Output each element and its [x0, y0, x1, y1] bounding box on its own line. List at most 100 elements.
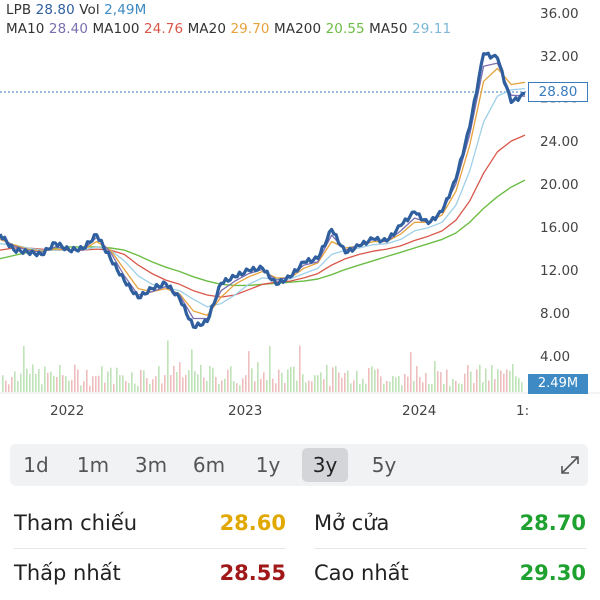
volume-bar — [410, 352, 412, 392]
volume-bar — [104, 382, 106, 392]
volume-bar — [362, 378, 364, 392]
expand-icon[interactable] — [558, 453, 582, 477]
volume-bar — [344, 372, 346, 392]
volume-bar — [29, 373, 31, 392]
y-tick-label: 24.00 — [540, 134, 579, 150]
volume-bar — [347, 370, 349, 392]
volume-bar — [497, 369, 499, 392]
volume-bar — [269, 346, 271, 392]
volume-bar — [488, 380, 490, 392]
volume-bar — [356, 370, 358, 392]
volume-bar — [332, 367, 334, 392]
volume-bar — [503, 373, 505, 392]
volume-bar — [512, 364, 514, 392]
volume-bar — [89, 385, 91, 392]
volume-bar — [176, 372, 178, 392]
volume-bar — [155, 376, 157, 392]
volume-bar — [152, 379, 154, 392]
volume-bar — [32, 364, 34, 392]
volume-bar — [116, 367, 118, 392]
volume-bar — [188, 370, 190, 392]
legend-ma50-value: 29.11 — [412, 21, 452, 37]
volume-bar — [494, 379, 496, 392]
volume-bar — [311, 381, 313, 392]
volume-bar — [203, 377, 205, 392]
volume-bar — [452, 378, 454, 392]
legend-row-1: LPB 28.80 Vol 2,49M — [6, 2, 146, 18]
high-value: 29.30 — [519, 561, 586, 585]
volume-bar — [230, 366, 232, 392]
legend-price: 28.80 — [35, 2, 75, 18]
volume-bar — [404, 373, 406, 392]
volume-bar — [113, 384, 115, 392]
volume-bar — [44, 366, 46, 392]
volume-bar — [446, 369, 448, 392]
volume-bar — [461, 383, 463, 392]
volume-bar — [128, 382, 130, 392]
volume-bar — [431, 384, 433, 392]
volume-bar — [305, 382, 307, 392]
timeframe-1y-button[interactable]: 1y — [255, 453, 281, 477]
stock-chart[interactable]: LPB 28.80 Vol 2,49M MA10 28.40 MA100 24.… — [0, 0, 600, 430]
x-tick-label: 2022 — [50, 403, 85, 419]
volume-bar — [26, 368, 28, 392]
chart-canvas[interactable] — [0, 0, 600, 430]
volume-bar — [2, 375, 4, 392]
timeframe-3y-button[interactable]: 3y — [302, 448, 348, 482]
volume-bar — [341, 377, 343, 392]
volume-bar — [509, 370, 511, 392]
volume-bar — [326, 364, 328, 392]
legend-ma10-value: 28.40 — [48, 21, 89, 37]
volume-bar — [50, 371, 52, 392]
volume-bar — [206, 380, 208, 392]
volume-bar — [506, 369, 508, 392]
legend-vol-value: 2,49M — [104, 2, 147, 18]
volume-bar — [245, 375, 247, 392]
volume-bar — [236, 383, 238, 392]
volume-bar — [266, 379, 268, 392]
volume-bar — [242, 378, 244, 392]
y-tick-label: 36.00 — [540, 6, 579, 22]
volume-bar — [74, 364, 76, 392]
legend-ma100-value: 24.76 — [144, 21, 184, 37]
volume-bar — [23, 346, 25, 392]
divider — [314, 548, 586, 549]
volume-bar — [428, 383, 430, 392]
volume-bar — [227, 369, 229, 392]
timeframe-1m-button[interactable]: 1m — [76, 453, 110, 477]
volume-bar — [11, 376, 13, 392]
volume-bar — [350, 383, 352, 392]
volume-bar — [149, 384, 151, 392]
volume-bar — [296, 380, 298, 392]
volume-bar — [407, 376, 409, 392]
volume-bar — [314, 375, 316, 392]
legend-ma20-label: MA20 — [187, 21, 227, 37]
volume-bar — [299, 345, 301, 392]
volume-bar — [263, 372, 265, 392]
timeframe-3m-button[interactable]: 3m — [134, 453, 168, 477]
reference-label: Tham chiếu — [14, 511, 138, 535]
volume-bar — [464, 373, 466, 392]
series-line-ma50 — [0, 87, 526, 308]
low-label: Thấp nhất — [14, 561, 121, 585]
legend-ma20-value: 29.70 — [230, 21, 270, 37]
legend-ma200-label: MA200 — [274, 21, 322, 37]
y-tick-label: 12.00 — [540, 263, 579, 279]
volume-bar — [491, 365, 493, 392]
volume-bar — [239, 385, 241, 392]
volume-bar — [62, 375, 64, 392]
timeframe-1d-button[interactable]: 1d — [23, 453, 49, 477]
timeframe-5y-button[interactable]: 5y — [371, 453, 397, 477]
volume-bar — [68, 380, 70, 392]
volume-bar — [218, 384, 220, 392]
volume-bar — [479, 364, 481, 392]
volume-bar — [83, 381, 85, 392]
volume-bar — [521, 382, 523, 392]
volume-bar — [386, 381, 388, 392]
volume-bar — [56, 376, 58, 392]
volume-bar — [476, 369, 478, 392]
timeframe-6m-button[interactable]: 6m — [192, 453, 226, 477]
volume-bar — [470, 371, 472, 392]
volume-bar — [368, 368, 370, 392]
volume-bar — [353, 380, 355, 392]
